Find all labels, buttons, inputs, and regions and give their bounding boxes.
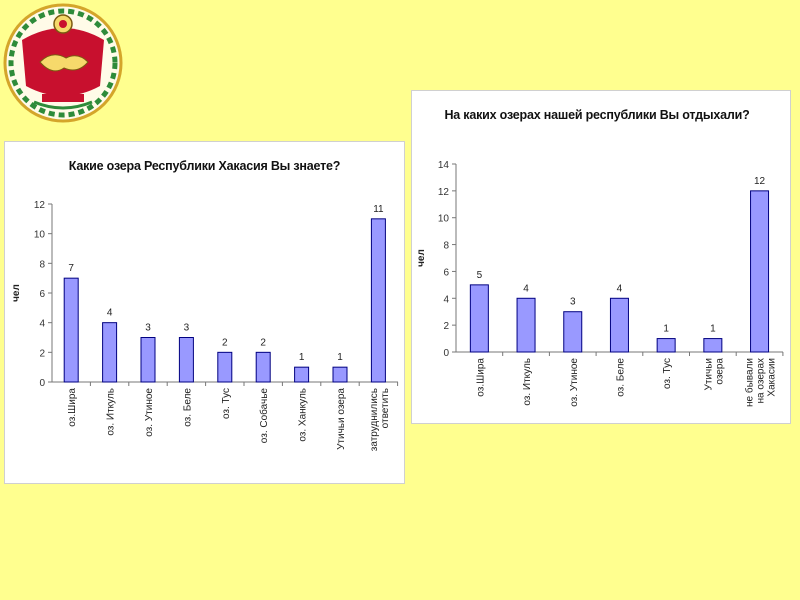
y-tick-label: 6 bbox=[39, 289, 45, 300]
data-label: 11 bbox=[373, 204, 384, 215]
y-tick-label: 2 bbox=[443, 321, 449, 332]
x-tick-label: оз. Беле bbox=[615, 358, 626, 397]
y-tick-label: 4 bbox=[443, 294, 449, 305]
data-label: 4 bbox=[523, 283, 529, 294]
y-tick-label: 2 bbox=[39, 348, 45, 359]
bar bbox=[516, 297, 536, 353]
y-tick-label: 8 bbox=[39, 259, 45, 270]
x-tick-label-line: на озерах bbox=[756, 358, 767, 403]
x-tick-label-line: Утичьи bbox=[703, 358, 714, 391]
bar bbox=[63, 277, 79, 383]
data-label: 2 bbox=[260, 337, 266, 348]
y-tick-label: 0 bbox=[443, 348, 449, 359]
bar bbox=[609, 297, 629, 353]
chart-title: На каких озерах нашей республики Вы отды… bbox=[444, 108, 750, 122]
data-label: 12 bbox=[754, 176, 766, 187]
x-tick-label: оз.Шира bbox=[475, 358, 486, 397]
x-tick-label: оз. Ханкуль bbox=[298, 388, 309, 442]
bar bbox=[656, 338, 676, 353]
bar bbox=[332, 366, 348, 383]
data-label: 3 bbox=[570, 297, 576, 308]
y-tick-label: 12 bbox=[438, 187, 450, 198]
data-label: 3 bbox=[184, 323, 190, 334]
data-label: 7 bbox=[68, 263, 74, 274]
bar bbox=[140, 337, 156, 383]
bar bbox=[294, 366, 310, 383]
y-axis-label: чел bbox=[416, 249, 427, 267]
x-tick-label: оз. Иткуль bbox=[106, 388, 117, 436]
data-label: 1 bbox=[663, 324, 669, 335]
x-tick-label-line: оз. Ханкуль bbox=[298, 388, 309, 442]
x-tick-label-line: оз.Шира bbox=[67, 388, 78, 427]
lakes-known-chart-panel: Какие озера Республики Хакасия Вы знаете… bbox=[4, 141, 405, 484]
data-label: 1 bbox=[710, 324, 716, 335]
y-tick-label: 12 bbox=[34, 200, 46, 211]
data-label: 1 bbox=[299, 352, 305, 363]
x-tick-label-line: оз. Беле bbox=[615, 358, 626, 397]
bar bbox=[217, 351, 233, 383]
y-tick-label: 10 bbox=[34, 230, 46, 241]
y-tick-label: 8 bbox=[443, 241, 449, 252]
y-tick-label: 6 bbox=[443, 267, 449, 278]
x-tick-label-line: Хакасии bbox=[767, 358, 778, 397]
x-tick-label: оз. Тус bbox=[662, 358, 673, 389]
bar bbox=[255, 351, 271, 383]
bar bbox=[750, 190, 770, 353]
y-tick-label: 14 bbox=[438, 160, 450, 171]
y-tick-label: 10 bbox=[438, 214, 450, 225]
x-tick-label: оз. Утиное bbox=[144, 388, 155, 437]
x-tick-label: оз.Шира bbox=[67, 388, 78, 427]
x-tick-label-line: оз. Тус bbox=[221, 388, 232, 419]
data-label: 4 bbox=[617, 283, 623, 294]
x-tick-label-line: оз. Беле bbox=[182, 388, 193, 427]
x-tick-label-line: оз. Иткуль bbox=[522, 358, 533, 406]
x-tick-label: не бывалина озерахХакасии bbox=[744, 358, 778, 407]
data-label: 5 bbox=[477, 270, 483, 281]
x-tick-label-line: озера bbox=[714, 358, 725, 385]
bar bbox=[469, 284, 489, 353]
x-tick-label-line: оз. Утиное bbox=[144, 388, 155, 437]
x-tick-label-line: затруднились bbox=[369, 388, 380, 451]
y-tick-label: 0 bbox=[39, 378, 45, 389]
y-tick-label: 4 bbox=[39, 319, 45, 330]
data-label: 2 bbox=[222, 337, 228, 348]
x-tick-label: оз. Иткуль bbox=[522, 358, 533, 406]
x-tick-label-line: оз. Собачье bbox=[258, 388, 270, 444]
chart-title: Какие озера Республики Хакасия Вы знаете… bbox=[68, 159, 341, 173]
x-tick-label-line: оз. Тус bbox=[662, 358, 673, 389]
x-tick-label: затруднилисьответить bbox=[369, 388, 391, 451]
x-tick-label-line: оз. Иткуль bbox=[106, 388, 117, 436]
x-tick-label: оз. Тус bbox=[221, 388, 232, 419]
data-label: 4 bbox=[107, 308, 113, 319]
coat-of-arms-emblem bbox=[2, 2, 124, 124]
x-tick-label-line: ответить bbox=[380, 388, 391, 428]
bar bbox=[178, 337, 194, 383]
x-tick-label: Утичьиозера bbox=[703, 358, 725, 391]
x-tick-label: оз. Собачье bbox=[258, 388, 270, 444]
x-tick-label: Утичьи озера bbox=[336, 388, 347, 450]
lakes-visited-chart-panel: На каких озерах нашей республики Вы отды… bbox=[411, 90, 791, 424]
x-tick-label-line: не бывали bbox=[744, 358, 756, 407]
bar bbox=[370, 218, 386, 383]
x-tick-label-line: оз. Утиное bbox=[569, 358, 580, 407]
x-tick-label-line: Утичьи озера bbox=[336, 388, 347, 450]
y-axis-label: чел bbox=[11, 284, 22, 302]
data-label: 3 bbox=[145, 323, 151, 334]
x-tick-label: оз. Беле bbox=[182, 388, 193, 427]
x-tick-label-line: оз.Шира bbox=[475, 358, 486, 397]
bar bbox=[703, 338, 723, 353]
data-label: 1 bbox=[337, 352, 343, 363]
bar bbox=[102, 322, 118, 383]
bar bbox=[563, 311, 583, 353]
x-tick-label: оз. Утиное bbox=[569, 358, 580, 407]
